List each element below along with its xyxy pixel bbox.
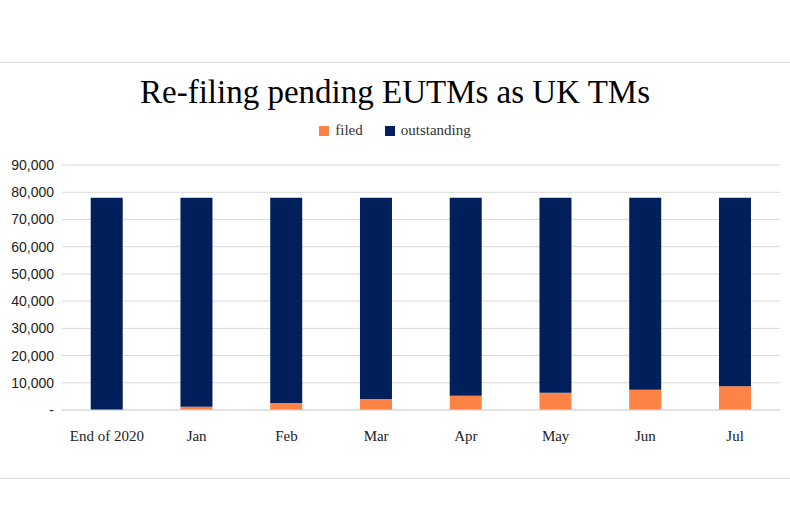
svg-text:Apr: Apr xyxy=(454,428,477,444)
svg-text:20,000: 20,000 xyxy=(11,348,54,364)
svg-text:10,000: 10,000 xyxy=(11,375,54,391)
svg-text:50,000: 50,000 xyxy=(11,266,54,282)
svg-text:80,000: 80,000 xyxy=(11,184,54,200)
svg-text:30,000: 30,000 xyxy=(11,320,54,336)
svg-text:90,000: 90,000 xyxy=(11,157,54,173)
svg-text:End of 2020: End of 2020 xyxy=(70,428,144,444)
html-text:outstanding: outstanding xyxy=(400,122,471,138)
svg-text:Jan: Jan xyxy=(187,428,207,444)
svg-text:Feb: Feb xyxy=(275,428,298,444)
svg-text:May: May xyxy=(542,428,570,444)
svg-text:60,000: 60,000 xyxy=(11,239,54,255)
svg-text:Jul: Jul xyxy=(726,428,744,444)
svg-text:Jun: Jun xyxy=(635,428,656,444)
svg-text:70,000: 70,000 xyxy=(11,211,54,227)
html-text:filed: filed xyxy=(335,122,363,138)
svg-text:Mar: Mar xyxy=(364,428,389,444)
svg-text:40,000: 40,000 xyxy=(11,293,54,309)
html-text:Re-filing pending EUTMs as UK: Re-filing pending EUTMs as UK TMs xyxy=(140,74,650,110)
svg-text:-: - xyxy=(49,402,54,418)
